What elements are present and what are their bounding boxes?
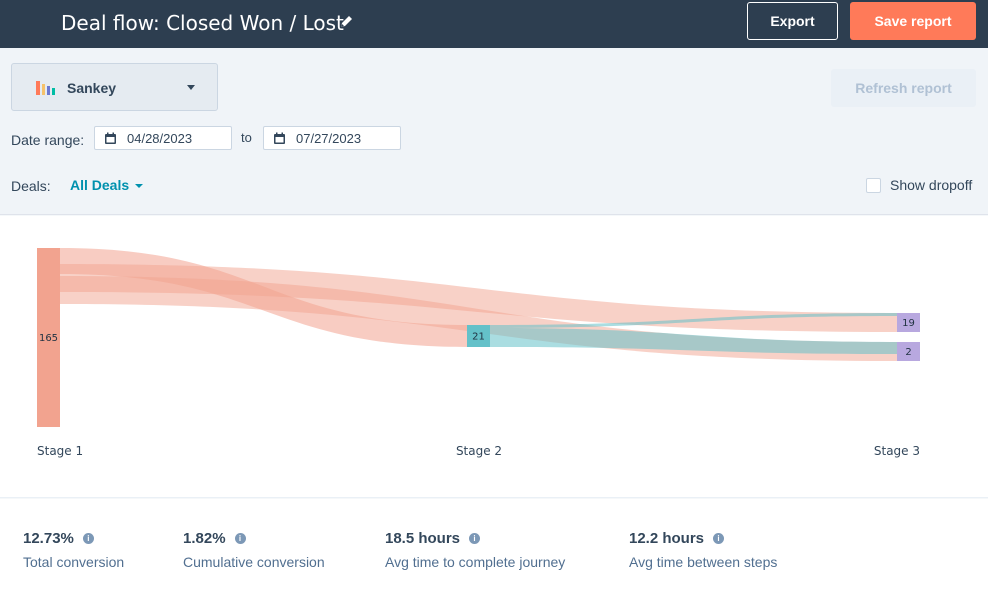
metric-label: Avg time to complete journey (385, 554, 566, 570)
report-title: Deal flow: Closed Won / Lost (61, 11, 344, 35)
calendar-icon (274, 132, 285, 144)
show-dropoff-toggle[interactable]: Show dropoff (866, 177, 972, 193)
date-to-input[interactable]: 07/27/2023 (263, 126, 401, 150)
metric-value: 12.2 hours (629, 530, 705, 547)
sankey-node-value: 19 (902, 318, 915, 329)
save-report-button[interactable]: Save report (850, 2, 976, 40)
sankey-svg: 165 21 19 2 Stage 1 Stage 2 Stage 3 (37, 248, 920, 458)
metric-cumulative-conversion: 1.82% i Cumulative conversion (183, 530, 325, 570)
chevron-down-icon (187, 85, 195, 90)
date-from-value: 04/28/2023 (127, 130, 193, 146)
metric-label: Avg time between steps (629, 554, 778, 570)
metric-value: 1.82% (183, 530, 226, 547)
show-dropoff-label: Show dropoff (890, 177, 973, 193)
report-controls: Sankey Refresh report Date range: 04/28/… (0, 48, 988, 215)
date-to-separator: to (241, 130, 252, 145)
metric-label: Cumulative conversion (183, 554, 325, 570)
stage-label: Stage 2 (456, 444, 502, 458)
export-button[interactable]: Export (747, 2, 838, 40)
metrics-panel: 12.73% i Total conversion 1.82% i Cumulati… (0, 499, 988, 592)
sankey-node (37, 248, 60, 427)
stage-label: Stage 1 (37, 444, 83, 458)
show-dropoff-checkbox[interactable] (866, 177, 881, 193)
sankey-node (897, 342, 920, 361)
chevron-down-icon (135, 183, 144, 188)
metric-label: Total conversion (23, 554, 125, 570)
metric-avg-journey-time: 18.5 hours i Avg time to complete journey (385, 530, 565, 570)
sankey-node-value: 21 (472, 332, 485, 343)
sankey-node (467, 325, 490, 347)
deals-filter-dropdown[interactable]: All Deals (70, 177, 144, 193)
pencil-icon[interactable] (338, 13, 356, 31)
metric-avg-step-time: 12.2 hours i Avg time between steps (629, 530, 777, 570)
sankey-chart-icon (36, 81, 55, 95)
sankey-link (60, 264, 897, 332)
sankey-link (490, 328, 897, 354)
top-bar: Deal flow: Closed Won / Lost Export Save… (0, 0, 988, 48)
deals-filter-value: All Deals (70, 177, 130, 193)
sankey-chart: 165 21 19 2 Stage 1 Stage 2 Stage 3 (0, 216, 988, 498)
info-icon[interactable]: i (82, 533, 94, 544)
sankey-node-value: 165 (39, 333, 58, 344)
stage-label: Stage 3 (874, 444, 920, 458)
calendar-icon (105, 132, 116, 144)
date-to-value: 07/27/2023 (296, 130, 362, 146)
info-icon[interactable]: i (234, 533, 246, 544)
metric-total-conversion: 12.73% i Total conversion (23, 530, 124, 570)
visualization-type-label: Sankey (67, 80, 117, 96)
info-icon[interactable]: i (469, 533, 481, 544)
metric-value: 18.5 hours (385, 530, 461, 547)
date-range-label: Date range: (11, 132, 85, 148)
sankey-node (897, 313, 920, 332)
deals-label: Deals: (11, 178, 51, 194)
info-icon[interactable]: i (713, 533, 725, 544)
refresh-report-button[interactable]: Refresh report (831, 69, 976, 107)
sankey-node-value: 2 (905, 347, 911, 358)
metric-value: 12.73% (23, 530, 74, 547)
date-from-input[interactable]: 04/28/2023 (94, 126, 232, 150)
visualization-type-select[interactable]: Sankey (11, 63, 218, 111)
sankey-link (490, 313, 897, 328)
